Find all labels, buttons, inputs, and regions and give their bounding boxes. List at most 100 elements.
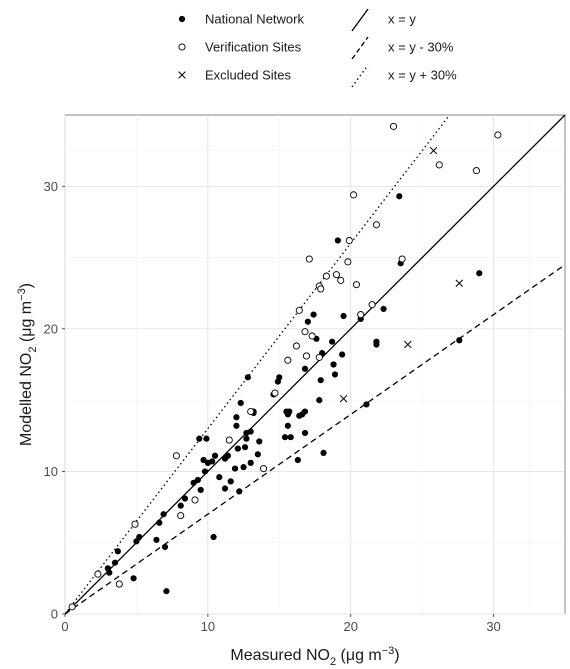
label-part: −3 (16, 288, 28, 301)
data-point (339, 351, 346, 358)
data-point (329, 338, 336, 345)
x-tick-label: 20 (343, 619, 357, 634)
label-part: g m (18, 301, 35, 328)
data-point (68, 603, 76, 611)
data-point (216, 474, 223, 481)
data-point (332, 271, 340, 279)
data-point (334, 237, 341, 244)
y-tick-label: 10 (44, 464, 58, 479)
data-point (161, 543, 169, 551)
cross-stroke (178, 71, 186, 79)
data-point (153, 536, 160, 543)
data-point (240, 464, 247, 471)
data-point (308, 332, 316, 340)
data-point (243, 435, 250, 442)
data-point (247, 459, 254, 466)
tick-labels: 0 10 20 30 0 10 20 30 (44, 179, 501, 634)
data-point (231, 465, 239, 472)
reference-line-dashed (64, 264, 566, 615)
label-part: μ (346, 647, 355, 664)
x-tick-label: 0 (61, 619, 68, 634)
data-points (68, 122, 502, 611)
data-point (260, 465, 268, 473)
data-point (209, 458, 216, 465)
data-point (194, 476, 201, 484)
data-point (106, 569, 113, 576)
data-point (372, 221, 380, 229)
data-point (455, 279, 464, 287)
data-point (330, 361, 337, 368)
data-point (396, 193, 403, 200)
y-tick-label: 0 (51, 607, 58, 622)
label-part: ( (336, 647, 346, 664)
data-point (292, 342, 300, 350)
data-point (301, 328, 309, 336)
data-point (435, 161, 443, 169)
data-point (197, 486, 204, 494)
data-point (284, 422, 291, 429)
data-point (317, 285, 325, 293)
label-part: −3 (382, 645, 395, 657)
legend-key-dotted (351, 64, 369, 88)
legend-key-dashed (351, 36, 369, 60)
legend-label: x = y - 30% (388, 40, 454, 55)
legend-label: Excluded Sites (205, 68, 291, 83)
data-point (225, 436, 233, 444)
data-point (352, 281, 360, 289)
data-point (287, 434, 294, 441)
data-point (363, 401, 370, 408)
data-point (304, 318, 311, 325)
label-part: ) (18, 283, 35, 288)
data-point (494, 131, 502, 139)
data-point (177, 502, 184, 509)
reference-line-solid (64, 114, 566, 615)
label-part: 2 (27, 347, 39, 353)
data-point (310, 311, 317, 318)
data-point (201, 468, 209, 475)
reference-line-dotted (64, 114, 451, 615)
data-point (115, 580, 123, 588)
data-point (429, 146, 438, 155)
data-point (177, 512, 185, 520)
reference-lines (64, 114, 566, 615)
data-point (398, 255, 406, 263)
data-point (357, 311, 365, 319)
data-point (294, 456, 301, 464)
legend: National Network Verification Sites Exclud… (178, 8, 457, 88)
data-point (196, 435, 203, 442)
data-point (94, 570, 102, 578)
data-point (286, 408, 293, 415)
data-point (472, 167, 480, 175)
data-point (301, 429, 309, 437)
data-point (373, 338, 380, 345)
data-point (236, 488, 243, 495)
data-point (380, 305, 387, 312)
data-point (317, 377, 324, 384)
data-point (302, 352, 310, 360)
data-point (390, 122, 398, 130)
label-part: μ (18, 328, 35, 337)
label-part: g m (355, 647, 382, 664)
data-point (210, 533, 217, 541)
cross-stroke (455, 279, 464, 287)
data-point (254, 451, 261, 458)
legend-key-solid (351, 8, 369, 32)
cross-stroke (429, 146, 438, 155)
data-point (337, 276, 345, 284)
data-point (211, 452, 219, 459)
data-point (320, 449, 327, 456)
data-point (331, 371, 339, 378)
data-point (284, 356, 292, 364)
data-point (305, 255, 313, 263)
legend-key-cross (178, 71, 186, 79)
grid (64, 115, 565, 615)
data-point (281, 434, 289, 441)
data-point (227, 478, 234, 485)
data-point (181, 495, 189, 502)
data-point (247, 428, 254, 435)
label-part: ( (18, 336, 35, 346)
data-point (237, 399, 244, 407)
data-point (301, 365, 309, 372)
data-point (221, 485, 229, 492)
